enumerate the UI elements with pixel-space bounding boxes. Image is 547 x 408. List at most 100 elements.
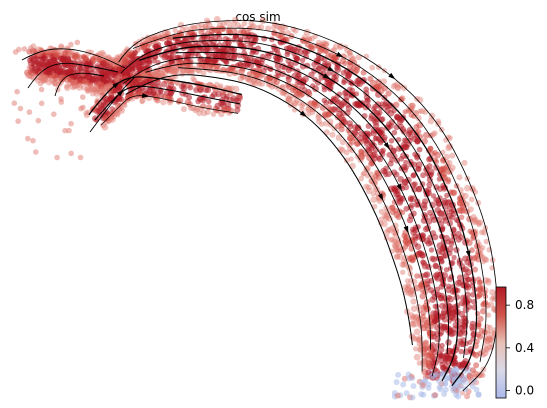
cell-point: [335, 134, 342, 141]
cell-point: [166, 66, 172, 72]
cell-point: [37, 75, 43, 81]
cell-point: [405, 142, 411, 148]
cell-point: [205, 66, 212, 73]
cell-point: [453, 294, 461, 301]
cell-point: [252, 80, 259, 87]
cell-point: [416, 337, 422, 343]
cell-point: [35, 117, 42, 124]
cell-point: [406, 283, 412, 290]
cell-point: [66, 49, 74, 56]
cell-point: [215, 107, 221, 114]
cell-point: [315, 118, 323, 125]
cell-point: [464, 282, 471, 289]
cell-point: [205, 19, 211, 26]
cell-point: [305, 106, 312, 113]
cell-point: [409, 321, 415, 327]
cell-point: [337, 42, 344, 49]
cell-point: [412, 181, 418, 187]
cell-point: [438, 294, 445, 301]
cell-point: [487, 301, 495, 308]
cell-point: [413, 336, 419, 342]
cell-point: [468, 196, 475, 203]
cell-point: [487, 324, 493, 331]
cell-point: [424, 305, 431, 313]
cell-point: [349, 147, 356, 154]
cell-point: [225, 28, 232, 35]
cell-point: [69, 52, 76, 59]
cell-point: [129, 70, 136, 77]
cell-point: [365, 184, 372, 191]
cell-point: [188, 105, 194, 111]
cell-point: [422, 272, 429, 279]
cell-point: [82, 78, 90, 86]
cell-point: [417, 346, 423, 353]
stream-arrow: [396, 183, 402, 192]
cell-point: [423, 339, 430, 345]
cell-point: [278, 26, 284, 32]
cell-point: [444, 192, 450, 199]
cell-point: [15, 118, 21, 124]
cell-point: [417, 347, 424, 353]
cell-point: [189, 69, 196, 76]
cell-point: [363, 86, 370, 93]
cell-point: [409, 254, 416, 261]
cell-point: [210, 111, 217, 117]
cell-point: [205, 86, 212, 94]
cell-point: [449, 152, 456, 159]
cell-point: [416, 185, 423, 192]
cell-point: [456, 279, 463, 286]
cell-point: [358, 130, 365, 137]
cell-point: [349, 162, 356, 170]
cell-point: [413, 328, 421, 336]
cell-point: [392, 82, 398, 89]
cell-point: [66, 127, 72, 134]
cell-point: [420, 382, 426, 389]
cell-point: [462, 386, 469, 393]
cell-point: [253, 49, 259, 55]
cell-point: [443, 267, 450, 273]
cell-point: [98, 104, 105, 111]
cell-point: [69, 83, 77, 91]
cell-point: [397, 83, 404, 89]
cell-point: [410, 383, 417, 389]
cell-point: [366, 187, 373, 195]
cell-point: [410, 298, 417, 305]
cell-point: [168, 54, 175, 60]
cell-point: [462, 297, 469, 303]
cell-point: [349, 56, 356, 63]
cell-point: [103, 79, 110, 86]
cell-point: [129, 96, 136, 102]
cell-point: [432, 130, 438, 136]
cell-point: [148, 36, 154, 42]
cell-point: [315, 114, 322, 121]
cell-point: [339, 57, 346, 65]
cell-point: [400, 269, 406, 275]
cell-point: [68, 120, 74, 127]
cell-point: [364, 97, 371, 103]
cell-point: [467, 206, 474, 213]
cell-point: [377, 130, 383, 136]
cell-point: [344, 110, 351, 117]
cell-point: [218, 25, 226, 33]
cell-point: [428, 354, 435, 360]
cell-point: [383, 229, 391, 236]
cell-point: [169, 68, 176, 75]
cell-point: [89, 84, 95, 91]
cell-point: [358, 148, 365, 155]
cell-point: [420, 324, 427, 332]
cell-point: [403, 286, 411, 293]
stream-arrow: [141, 93, 150, 98]
cell-point: [394, 85, 401, 92]
cell-point: [326, 118, 334, 125]
cell-point: [315, 112, 322, 119]
cell-point: [461, 374, 468, 381]
cell-point: [246, 33, 253, 40]
cell-point: [404, 289, 411, 296]
cell-point: [401, 262, 407, 268]
cell-point: [256, 80, 263, 87]
cell-point: [477, 286, 484, 293]
cell-point: [410, 305, 418, 312]
cell-point: [476, 372, 483, 379]
cell-point: [388, 237, 395, 243]
cell-point: [347, 52, 354, 60]
